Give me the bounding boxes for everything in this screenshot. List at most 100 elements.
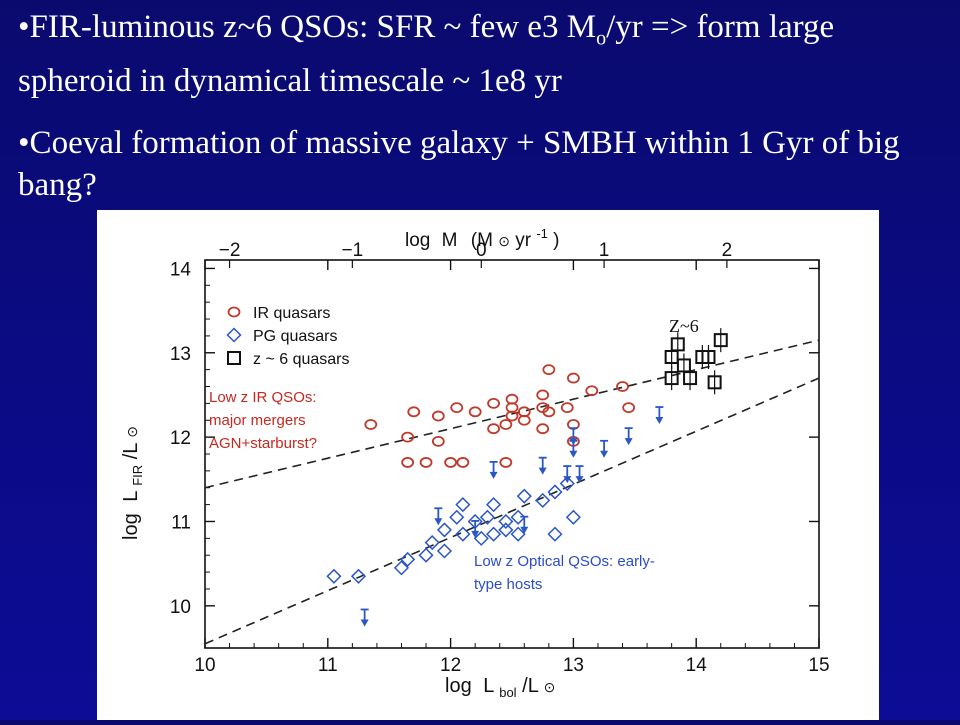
ir-quasars-point — [401, 457, 415, 468]
top-tick-label: 1 — [599, 240, 610, 261]
y-axis-label-l: L — [120, 491, 142, 502]
ir-quasars-point — [444, 457, 458, 468]
x-tick-label: 11 — [318, 655, 338, 676]
dashed-line-1 — [204, 339, 820, 489]
ir-quasars-point — [431, 435, 445, 447]
pg-quasars-point — [455, 526, 471, 542]
pg-quasars-point — [498, 522, 514, 538]
pg-quasars-point — [516, 488, 532, 504]
legend-diamond-icon — [226, 327, 242, 343]
pg-quasar-upper-limits-point — [538, 456, 547, 475]
legend-item-2: PG quasars — [226, 327, 337, 345]
pg-quasars-point — [455, 497, 471, 513]
pg-quasar-upper-limits-point — [575, 465, 584, 484]
arrow-marker-head — [563, 476, 572, 484]
top-axis-label-log: log — [405, 230, 430, 251]
pg-quasars-point — [400, 551, 416, 567]
top-axis-label-close: ) — [553, 230, 559, 251]
top-tick-label: −2 — [219, 240, 241, 261]
ir-quasars-point — [542, 364, 556, 376]
bullet1-text-pre: •FIR-luminous z~6 QSOs: SFR ~ few e3 M — [18, 9, 597, 45]
y-axis-label: log L FIR /L ⊙ — [120, 426, 147, 540]
ir-quasars-point — [536, 423, 550, 435]
arrow-marker-head — [360, 619, 369, 627]
pg-quasar-upper-limits-point — [600, 439, 609, 458]
y-axis-label-sun: ⊙ — [124, 426, 140, 438]
ir-quasars-point — [450, 402, 464, 414]
ir-quasars-point — [401, 431, 415, 443]
pg-quasar-upper-limits-point — [471, 520, 480, 538]
pg-quasar-upper-limits-point — [360, 608, 369, 627]
z-6-quasars-point — [701, 345, 716, 369]
y-axis-label-sub: FIR — [130, 465, 145, 486]
pg-quasars-point — [547, 484, 563, 500]
x-tick-label: 10 — [194, 655, 215, 676]
pg-quasar-upper-limits-point — [624, 427, 633, 446]
legend-item-3: z ~ 6 quasars — [227, 351, 350, 368]
annotation-optical-line2: type hosts — [474, 576, 542, 593]
ir-quasars-point — [517, 414, 531, 426]
arrow-marker-head — [575, 476, 584, 484]
legend-label: z ~ 6 quasars — [253, 351, 350, 368]
annotation-ir-line3: AGN+starburst? — [209, 435, 317, 452]
x-axis-label-sun: ⊙ — [544, 679, 556, 695]
z-6-quasars-point — [683, 366, 698, 391]
bullet1-text-post: /yr => form large spheroid in dynamical … — [18, 9, 835, 99]
ir-quasars-point — [468, 406, 482, 418]
figure-panel: 10 11 12 13 14 15 −2 −1 0 1 2 10 11 12 13 14 IR quasars… — [97, 210, 879, 720]
ir-quasars-point — [622, 402, 636, 414]
bullet1-sun-subscript: o — [596, 27, 607, 50]
annotation-ir-line1: Low z IR QSOs: — [209, 389, 317, 406]
pg-quasar-upper-limits-point — [569, 439, 578, 458]
arrow-marker-head — [624, 438, 633, 446]
ir-quasars-point — [536, 402, 550, 414]
ir-quasars-point — [431, 410, 445, 422]
ir-quasars-point — [456, 457, 470, 468]
pg-quasars-point — [436, 543, 453, 559]
y-axis-label-den: /L — [120, 443, 142, 460]
z-6-quasars-point — [707, 370, 722, 395]
z-6-quasars-point — [713, 328, 728, 353]
pg-quasars-point — [418, 547, 434, 563]
pg-quasars-point — [486, 497, 502, 513]
legend-item-1: IR quasars — [227, 305, 330, 322]
ir-quasars-point — [499, 457, 513, 468]
arrow-marker-head — [471, 530, 480, 538]
bullet-fir-luminous: •FIR-luminous z~6 QSOs: SFR ~ few e3 Mo/… — [18, 6, 938, 102]
top-axis-label-sun: ⊙ — [498, 233, 510, 249]
pg-quasars-point — [498, 513, 514, 530]
ir-quasars-point — [419, 457, 433, 468]
pg-quasars-point — [559, 475, 575, 492]
arrow-marker-head — [520, 526, 529, 534]
bullet-coeval-formation: •Coeval formation of massive galaxy + SM… — [18, 125, 900, 203]
top-tick-label: 2 — [722, 240, 733, 261]
pg-quasars-point — [424, 535, 440, 551]
ir-quasars-point — [536, 389, 550, 401]
pg-quasars-point — [547, 526, 563, 542]
annotation-z6: Z~6 — [669, 316, 699, 336]
y-axis-label-log: log — [120, 513, 142, 540]
ir-quasars-point — [364, 419, 378, 430]
x-axis-label-l: L — [483, 675, 494, 697]
pg-quasars-point — [436, 522, 453, 538]
pg-quasar-upper-limits-point — [563, 465, 572, 484]
pg-quasars-point — [393, 560, 410, 576]
pg-quasars-point — [350, 568, 367, 584]
pg-quasar-upper-limits-point — [520, 515, 529, 534]
arrow-marker-head — [434, 518, 443, 526]
ir-quasars-point — [407, 406, 421, 418]
y-tick-label: 10 — [170, 597, 191, 618]
pg-quasars-point — [510, 509, 526, 525]
y-tick-label: 14 — [170, 259, 192, 280]
legend-square-icon — [227, 351, 241, 365]
arrow-marker-head — [569, 450, 578, 458]
pg-quasars-point — [449, 509, 465, 525]
ir-quasars-point — [499, 419, 513, 430]
pg-quasars-point — [535, 492, 551, 508]
ir-quasars-point — [566, 372, 580, 384]
annotation-optical-line1: Low z Optical QSOs: early- — [474, 553, 655, 570]
x-axis-label: log L bol /L ⊙ — [445, 675, 555, 702]
x-tick-label: 14 — [686, 655, 708, 676]
legend-label: PG quasars — [253, 328, 337, 345]
pg-quasars-point — [486, 526, 502, 542]
